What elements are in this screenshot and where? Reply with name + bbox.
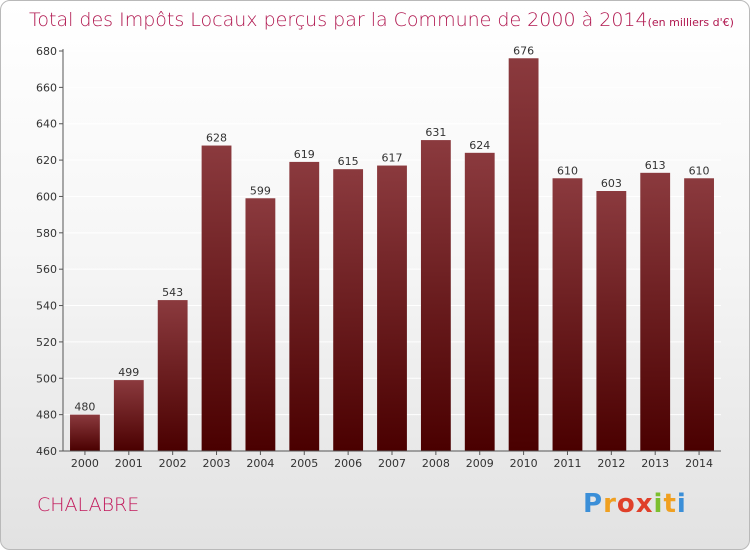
bar bbox=[377, 165, 407, 451]
bars bbox=[70, 58, 714, 452]
data-label: 499 bbox=[118, 366, 139, 379]
axes bbox=[62, 49, 721, 452]
y-tick-label: 680 bbox=[36, 45, 57, 58]
data-label: 543 bbox=[162, 286, 183, 299]
bar bbox=[508, 58, 539, 451]
data-label: 631 bbox=[425, 126, 446, 139]
x-tick-label: 2012 bbox=[597, 457, 625, 470]
logo-letter: r bbox=[603, 489, 617, 519]
y-tick-label: 480 bbox=[36, 409, 57, 422]
logo-letter: i bbox=[676, 489, 687, 519]
x-tick-label: 2001 bbox=[115, 457, 143, 470]
chart-title-text: Total des Impôts Locaux perçus par la Co… bbox=[29, 9, 648, 31]
x-axis-ticks: 2000 2001 2002 2003 2004 2005 2006 2007 2008 2009… bbox=[71, 451, 713, 470]
data-label: 619 bbox=[294, 148, 315, 161]
data-labels: 480 499 543 628 599 619 615 617 631 624 676 610 603 6… bbox=[74, 44, 709, 413]
bar bbox=[157, 300, 188, 451]
bar bbox=[333, 169, 364, 451]
y-tick-label: 500 bbox=[36, 372, 57, 385]
bar bbox=[289, 161, 320, 451]
bar bbox=[420, 140, 451, 451]
y-tick-label: 660 bbox=[36, 81, 57, 94]
x-tick-label: 2002 bbox=[159, 457, 187, 470]
y-tick-label: 620 bbox=[36, 154, 57, 167]
x-tick-label: 2009 bbox=[466, 457, 494, 470]
y-axis-ticks: 460 480 500 520 540 560 580 600 620 640 660 680 bbox=[36, 45, 63, 458]
logo-letter: t bbox=[663, 489, 677, 519]
commune-name: CHALABRE bbox=[37, 494, 140, 516]
logo-letter: P bbox=[583, 489, 604, 519]
bar bbox=[70, 414, 100, 451]
data-label: 603 bbox=[601, 177, 622, 190]
chart-title: Total des Impôts Locaux perçus par la Co… bbox=[29, 9, 734, 31]
bar bbox=[684, 178, 714, 452]
data-label: 624 bbox=[469, 139, 490, 152]
data-label: 628 bbox=[206, 132, 227, 145]
x-tick-label: 2004 bbox=[246, 457, 274, 470]
x-tick-label: 2013 bbox=[641, 457, 669, 470]
y-tick-label: 640 bbox=[36, 118, 57, 131]
bar bbox=[640, 172, 671, 451]
x-tick-label: 2011 bbox=[553, 457, 581, 470]
proxiti-logo: Proxiti bbox=[583, 489, 687, 519]
x-tick-label: 2008 bbox=[422, 457, 450, 470]
y-tick-label: 540 bbox=[36, 300, 57, 313]
data-label: 599 bbox=[250, 184, 271, 197]
bar bbox=[113, 380, 144, 451]
data-label: 480 bbox=[74, 401, 95, 414]
data-label: 610 bbox=[689, 164, 710, 177]
bar bbox=[245, 198, 276, 451]
x-tick-label: 2014 bbox=[685, 457, 713, 470]
data-label: 615 bbox=[338, 155, 359, 168]
data-label: 617 bbox=[382, 152, 403, 165]
chart-unit-note: (en milliers d'€) bbox=[648, 16, 734, 29]
data-label: 610 bbox=[557, 164, 578, 177]
data-label: 613 bbox=[645, 159, 666, 172]
bar bbox=[552, 178, 583, 452]
y-tick-label: 520 bbox=[36, 336, 57, 349]
x-tick-label: 2010 bbox=[510, 457, 538, 470]
x-tick-label: 2000 bbox=[71, 457, 99, 470]
x-tick-label: 2007 bbox=[378, 457, 406, 470]
x-tick-label: 2005 bbox=[290, 457, 318, 470]
bar bbox=[201, 145, 232, 451]
bar bbox=[464, 152, 495, 451]
y-tick-label: 600 bbox=[36, 190, 57, 203]
logo-letter: x bbox=[635, 489, 654, 519]
data-label: 676 bbox=[513, 44, 534, 57]
x-tick-label: 2006 bbox=[334, 457, 362, 470]
bar bbox=[596, 191, 627, 451]
y-tick-label: 560 bbox=[36, 263, 57, 276]
y-tick-label: 580 bbox=[36, 227, 57, 240]
logo-letter: i bbox=[653, 489, 664, 519]
logo-letter: o bbox=[616, 489, 636, 519]
x-tick-label: 2003 bbox=[203, 457, 231, 470]
y-tick-label: 460 bbox=[36, 445, 57, 458]
